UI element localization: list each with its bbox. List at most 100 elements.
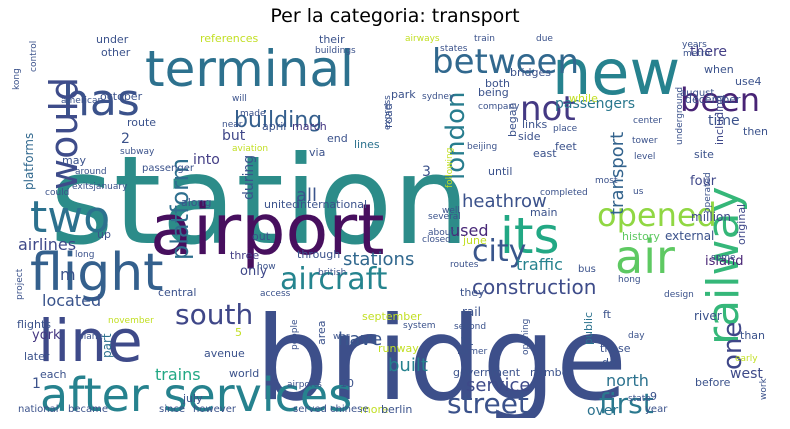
word-became: became	[68, 403, 109, 415]
word-routes: routes	[450, 259, 479, 270]
word-there: there	[690, 43, 728, 60]
word-but: but	[222, 127, 246, 144]
word-route: route	[127, 115, 157, 129]
word-m: m	[60, 264, 76, 284]
word-metro: metro	[683, 48, 710, 59]
word-before: before	[695, 375, 731, 389]
word-traffic: traffic	[516, 254, 563, 274]
word-only: only	[240, 264, 268, 280]
word-these: these	[600, 341, 631, 355]
word-government: government	[453, 365, 521, 379]
word-9: 9	[650, 389, 657, 403]
word-line: line	[38, 307, 143, 376]
word-around: around	[75, 166, 107, 177]
word-5: 5	[235, 325, 242, 339]
word-november: november	[108, 315, 154, 326]
word-airports: airports	[287, 379, 322, 390]
word-have: have	[338, 329, 383, 351]
word-lines: lines	[354, 137, 380, 151]
word-used: used	[450, 220, 489, 240]
word-de: de	[602, 355, 616, 369]
word-stations: stations	[343, 249, 415, 271]
word-each: each	[40, 367, 67, 381]
word-transport: transport	[606, 131, 628, 215]
chart-title: Per la categoria: transport	[270, 5, 520, 27]
word-bus: bus	[578, 263, 596, 275]
word-april: april	[262, 119, 287, 133]
word-flight: flight	[30, 243, 164, 304]
word-10: 10	[340, 376, 354, 390]
word-level: level	[634, 151, 656, 162]
word-bridge: bridge	[255, 292, 628, 418]
word-most: most	[595, 175, 618, 186]
word-british: british	[318, 267, 347, 278]
word-us: us	[633, 186, 644, 197]
word-system: system	[403, 320, 436, 331]
word-area: area	[315, 320, 329, 345]
word-opening: opening	[521, 318, 532, 355]
word-exitsjanuary: exitsjanuary	[72, 181, 128, 192]
word-subway: subway	[120, 146, 155, 157]
word-north: north	[606, 370, 649, 390]
word-kong: kong	[12, 68, 23, 90]
word-due: due	[536, 33, 553, 44]
word-links: links	[522, 117, 548, 131]
word-day: day	[628, 330, 645, 341]
word-central: central	[158, 285, 197, 299]
word-some: some	[711, 252, 736, 263]
word-could: could	[45, 187, 70, 198]
word-along: along	[181, 195, 212, 209]
word-york: york	[32, 328, 61, 344]
word-completed: completed	[540, 187, 588, 198]
word-opened: opened	[597, 195, 717, 234]
word-up: up	[97, 227, 111, 241]
word-both: both	[485, 76, 510, 90]
word-than: than	[740, 328, 765, 342]
word-terminal: terminal	[145, 40, 354, 98]
word-built: built	[388, 355, 428, 377]
word-closed: closed	[422, 234, 451, 245]
word-july: july	[183, 391, 203, 405]
word-several: several	[428, 211, 461, 222]
word-states: states	[440, 43, 468, 54]
word-access: access	[260, 288, 291, 299]
word-all: all	[296, 185, 318, 207]
word-runway: runway	[378, 341, 419, 355]
word-center: center	[633, 115, 662, 126]
word-its: its	[500, 207, 560, 265]
word-under: under	[96, 33, 129, 46]
word-has: has	[62, 74, 140, 126]
word-passengers: passengers	[555, 95, 636, 112]
word-aircraft: aircraft	[280, 262, 388, 298]
word-two: two	[30, 191, 111, 243]
word-how: how	[257, 261, 276, 272]
word-history: history	[622, 229, 660, 243]
word-via: via	[309, 145, 326, 159]
word-then: then	[743, 124, 769, 138]
word-new: new	[552, 36, 681, 110]
word-east: east	[533, 146, 557, 160]
word-service: service	[466, 375, 531, 397]
word-december: december	[685, 92, 741, 106]
word-station: station	[50, 129, 470, 272]
word-river: river	[694, 309, 722, 324]
word-national: national	[18, 403, 59, 415]
word-during: during	[241, 154, 258, 200]
word-main: main	[530, 205, 558, 219]
word-they: they	[460, 285, 485, 299]
word-platforms: platforms	[21, 132, 36, 190]
word-references: references	[200, 33, 259, 45]
word-however: however	[193, 403, 236, 415]
word-other: other	[101, 45, 131, 59]
word-million: million	[691, 210, 731, 225]
word-long: long	[75, 249, 95, 260]
word-out: out	[252, 229, 271, 243]
word-island: island	[705, 254, 744, 270]
word-express: express	[383, 95, 394, 130]
word-october: october	[100, 89, 143, 103]
word-1: 1	[32, 375, 41, 392]
word-airlines: airlines	[18, 234, 77, 254]
word-following: following	[445, 147, 456, 188]
word-war: war	[333, 331, 350, 342]
word-four: four	[690, 174, 717, 190]
